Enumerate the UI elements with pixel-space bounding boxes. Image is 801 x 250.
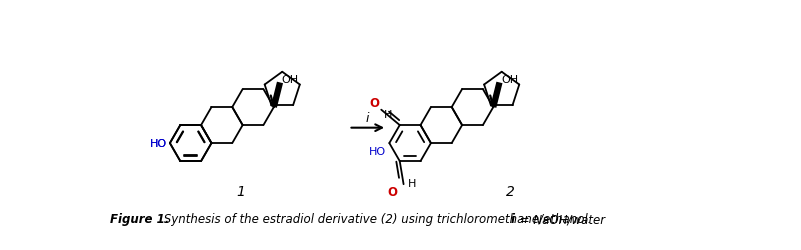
Text: Figure 1.: Figure 1. bbox=[110, 212, 169, 225]
Text: HO: HO bbox=[150, 138, 167, 148]
Text: Synthesis of the estradiol derivative (2) using trichloromethane/ethanol.: Synthesis of the estradiol derivative (2… bbox=[160, 212, 591, 225]
Text: OH: OH bbox=[281, 75, 299, 85]
Text: = NaOH/water: = NaOH/water bbox=[516, 212, 605, 225]
Text: i: i bbox=[510, 212, 514, 225]
Text: O: O bbox=[369, 97, 379, 110]
Text: i: i bbox=[366, 112, 369, 125]
Text: OH: OH bbox=[501, 75, 518, 85]
Text: HO: HO bbox=[369, 146, 386, 156]
Text: 2: 2 bbox=[505, 184, 515, 198]
Text: O: O bbox=[388, 186, 397, 198]
Text: HO: HO bbox=[150, 138, 167, 148]
Text: 1: 1 bbox=[236, 184, 245, 198]
Text: H: H bbox=[384, 110, 392, 120]
Text: H: H bbox=[408, 178, 416, 188]
